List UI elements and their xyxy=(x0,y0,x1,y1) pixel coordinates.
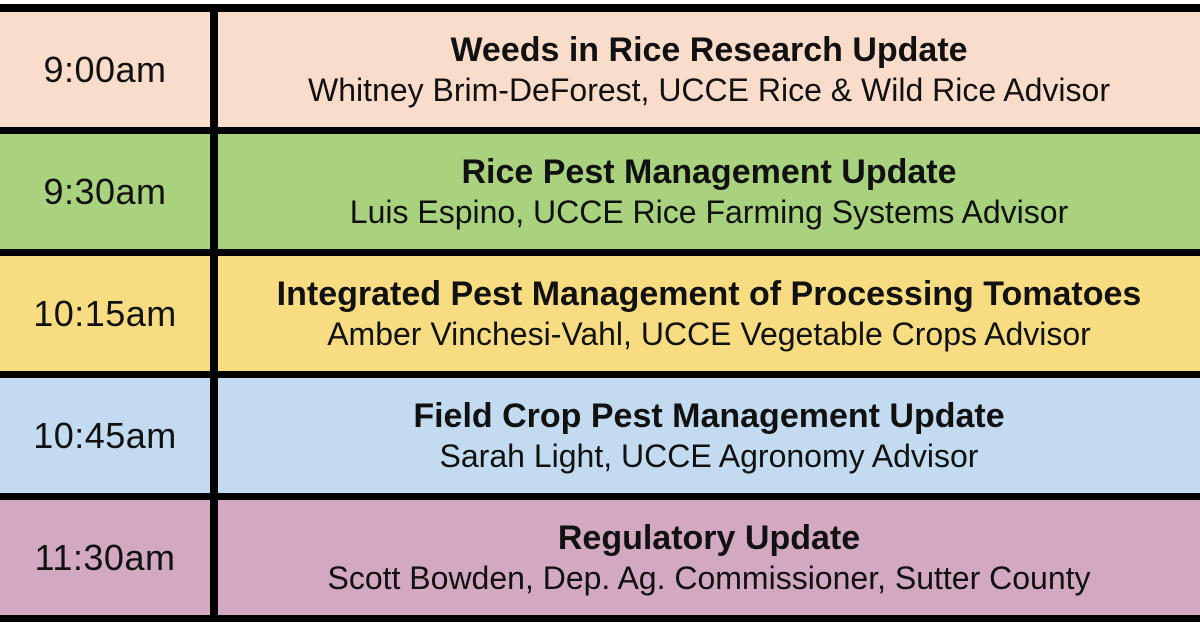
session-cell: Field Crop Pest Management Update Sarah … xyxy=(218,378,1200,493)
session-cell: Weeds in Rice Research Update Whitney Br… xyxy=(218,12,1200,127)
session-cell: Rice Pest Management Update Luis Espino,… xyxy=(218,134,1200,249)
session-time: 11:30am xyxy=(34,536,176,578)
column-divider xyxy=(210,256,218,371)
schedule-row: 9:30am Rice Pest Management Update Luis … xyxy=(0,134,1200,256)
session-speaker: Luis Espino, UCCE Rice Farming Systems A… xyxy=(349,193,1069,230)
time-cell: 9:00am xyxy=(0,12,210,127)
session-title: Weeds in Rice Research Update xyxy=(450,30,968,69)
session-speaker: Whitney Brim-DeForest, UCCE Rice & Wild … xyxy=(308,71,1110,108)
session-cell: Integrated Pest Management of Processing… xyxy=(218,256,1200,371)
column-divider xyxy=(210,134,218,249)
session-time: 9:00am xyxy=(43,48,167,90)
schedule-row: 10:15am Integrated Pest Management of Pr… xyxy=(0,256,1200,378)
time-cell: 9:30am xyxy=(0,134,210,249)
column-divider xyxy=(210,12,218,127)
session-speaker: Sarah Light, UCCE Agronomy Advisor xyxy=(439,437,979,474)
time-cell: 11:30am xyxy=(0,500,210,615)
column-divider xyxy=(210,378,218,493)
session-cell: Regulatory Update Scott Bowden, Dep. Ag.… xyxy=(218,500,1200,615)
schedule-row: 11:30am Regulatory Update Scott Bowden, … xyxy=(0,500,1200,615)
schedule-row: 9:00am Weeds in Rice Research Update Whi… xyxy=(0,12,1200,134)
agenda-table: 9:00am Weeds in Rice Research Update Whi… xyxy=(0,4,1200,622)
time-cell: 10:45am xyxy=(0,378,210,493)
session-time: 10:15am xyxy=(33,292,177,334)
session-time: 9:30am xyxy=(43,170,167,212)
time-cell: 10:15am xyxy=(0,256,210,371)
session-title: Field Crop Pest Management Update xyxy=(413,396,1005,435)
session-time: 10:45am xyxy=(33,414,177,456)
session-title: Integrated Pest Management of Processing… xyxy=(276,274,1142,313)
session-title: Rice Pest Management Update xyxy=(461,152,957,191)
column-divider xyxy=(210,500,218,615)
session-speaker: Scott Bowden, Dep. Ag. Commissioner, Sut… xyxy=(327,559,1091,596)
session-title: Regulatory Update xyxy=(557,518,861,557)
session-speaker: Amber Vinchesi-Vahl, UCCE Vegetable Crop… xyxy=(327,315,1091,352)
schedule-row: 10:45am Field Crop Pest Management Updat… xyxy=(0,378,1200,500)
